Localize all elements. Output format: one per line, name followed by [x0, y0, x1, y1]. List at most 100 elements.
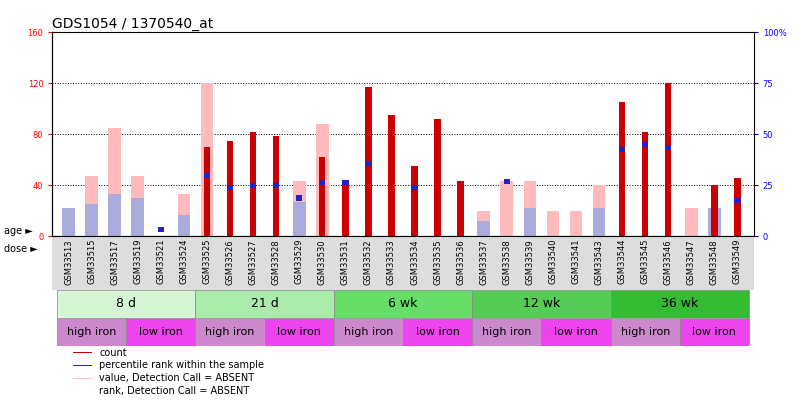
Bar [434, 119, 441, 236]
Bar [108, 194, 121, 236]
Text: GSM33526: GSM33526 [226, 239, 235, 285]
Bar [316, 124, 329, 236]
Bar [195, 318, 264, 345]
Bar [411, 166, 418, 236]
Text: 12 wk: 12 wk [523, 297, 560, 310]
Text: low iron: low iron [416, 327, 459, 337]
Bar [708, 208, 721, 236]
Text: low iron: low iron [554, 327, 598, 337]
Bar [204, 147, 210, 236]
Bar [365, 87, 372, 236]
Bar [57, 318, 127, 345]
Bar [546, 211, 559, 236]
Bar [201, 83, 214, 236]
Bar [73, 390, 93, 391]
Bar [62, 208, 75, 236]
Text: GSM33537: GSM33537 [480, 239, 488, 285]
Bar [642, 142, 648, 147]
Bar [524, 208, 536, 236]
Text: percentile rank within the sample: percentile rank within the sample [99, 360, 264, 371]
Text: GSM33545: GSM33545 [641, 239, 650, 284]
Bar [642, 132, 648, 236]
Text: GSM33515: GSM33515 [87, 239, 96, 284]
Text: GSM33540: GSM33540 [548, 239, 558, 284]
Text: GSM33548: GSM33548 [710, 239, 719, 285]
Bar [250, 132, 256, 236]
Text: high iron: high iron [206, 327, 255, 337]
Bar [542, 318, 611, 345]
Bar [619, 147, 625, 152]
Bar [319, 157, 326, 236]
Text: GSM33538: GSM33538 [502, 239, 511, 285]
Bar [73, 378, 93, 379]
Bar [108, 128, 121, 236]
Text: GSM33527: GSM33527 [248, 239, 258, 285]
Bar [592, 185, 605, 236]
Bar [458, 181, 464, 236]
Text: GSM33524: GSM33524 [180, 239, 189, 284]
Bar [365, 161, 372, 166]
Text: high iron: high iron [482, 327, 531, 337]
Text: GSM33519: GSM33519 [133, 239, 142, 284]
Bar [293, 181, 305, 236]
Text: 21 d: 21 d [251, 297, 279, 310]
Bar [226, 141, 233, 236]
Bar [679, 318, 749, 345]
Bar [611, 290, 749, 318]
Text: GSM33547: GSM33547 [687, 239, 696, 285]
Text: GSM33544: GSM33544 [617, 239, 626, 284]
Bar [177, 215, 190, 236]
Bar [293, 202, 305, 236]
Bar [73, 352, 93, 353]
Bar [501, 181, 513, 236]
Text: GSM33541: GSM33541 [571, 239, 580, 284]
Bar [472, 290, 611, 318]
Text: high iron: high iron [621, 327, 670, 337]
Bar [734, 178, 741, 236]
Bar [131, 176, 144, 236]
Bar [177, 194, 190, 236]
Text: GSM33530: GSM33530 [318, 239, 326, 285]
Bar [665, 83, 671, 236]
Bar [127, 318, 195, 345]
Bar [570, 211, 583, 236]
Text: GSM33546: GSM33546 [664, 239, 673, 285]
Bar [296, 196, 302, 200]
Text: 8 d: 8 d [116, 297, 136, 310]
Text: 36 wk: 36 wk [661, 297, 699, 310]
Bar [477, 221, 490, 236]
Bar [334, 290, 472, 318]
Bar [85, 205, 98, 236]
Bar [319, 180, 326, 185]
Bar [273, 136, 280, 236]
Bar [85, 176, 98, 236]
Bar [342, 180, 348, 185]
Text: value, Detection Call = ABSENT: value, Detection Call = ABSENT [99, 373, 255, 383]
Bar [711, 185, 717, 236]
Bar [250, 183, 256, 188]
Text: rank, Detection Call = ABSENT: rank, Detection Call = ABSENT [99, 386, 250, 396]
Bar [477, 211, 490, 236]
Text: low iron: low iron [277, 327, 321, 337]
Text: dose ►: dose ► [4, 244, 38, 254]
Text: GSM33534: GSM33534 [410, 239, 419, 285]
Bar [131, 198, 144, 236]
Bar [388, 115, 395, 236]
Bar [62, 211, 75, 236]
Bar [57, 290, 195, 318]
Text: high iron: high iron [343, 327, 393, 337]
Bar [334, 318, 403, 345]
Text: GSM33539: GSM33539 [526, 239, 534, 285]
Text: GSM33529: GSM33529 [295, 239, 304, 284]
Text: low iron: low iron [139, 327, 183, 337]
Text: GSM33513: GSM33513 [64, 239, 73, 285]
Bar [592, 208, 605, 236]
Text: GSM33528: GSM33528 [272, 239, 280, 285]
Bar [685, 208, 698, 236]
Text: GSM33536: GSM33536 [456, 239, 465, 285]
Text: GSM33535: GSM33535 [433, 239, 442, 285]
Text: high iron: high iron [67, 327, 116, 337]
Bar [524, 181, 536, 236]
Bar [504, 179, 510, 184]
Text: age ►: age ► [4, 226, 33, 236]
